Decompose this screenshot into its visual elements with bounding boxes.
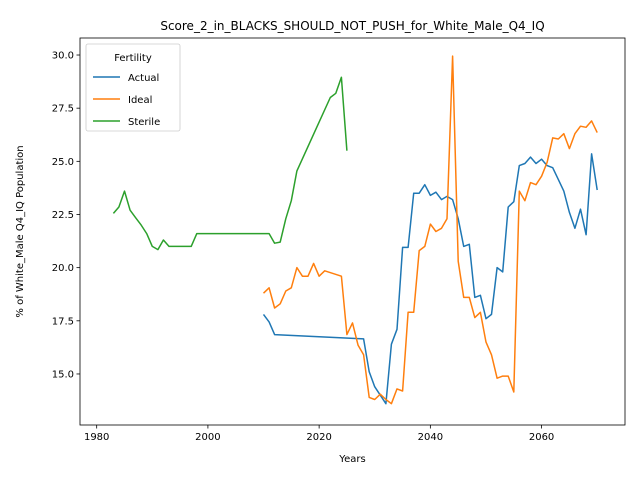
x-tick-label: 2060 <box>529 432 554 443</box>
y-axis: 15.0 17.5 20.0 22.5 25.0 27.5 30.0 <box>52 51 80 380</box>
x-tick-label: 1980 <box>84 432 109 443</box>
x-axis-label: Years <box>338 454 365 465</box>
x-tick-label: 2000 <box>195 432 220 443</box>
plot-frame <box>79 37 626 426</box>
legend-items: Actual Ideal Sterile <box>93 73 160 128</box>
y-tick-label: 22.5 <box>52 210 74 221</box>
y-tick-label: 25.0 <box>52 157 74 168</box>
series-line-sterile <box>112 76 348 251</box>
series-line-ideal <box>262 55 598 405</box>
x-tick-label: 2020 <box>306 432 331 443</box>
y-tick-label: 15.0 <box>52 369 74 380</box>
legend-label-ideal: Ideal <box>128 95 152 106</box>
legend: Fertility Actual Ideal Sterile <box>85 43 181 132</box>
legend-label-sterile: Sterile <box>128 117 160 128</box>
chart-title: Score_2_in_BLACKS_SHOULD_NOT_PUSH_for_Wh… <box>160 19 544 33</box>
legend-box <box>85 43 181 132</box>
legend-title: Fertility <box>114 53 152 64</box>
series-line-actual <box>262 153 598 405</box>
y-tick-label: 27.5 <box>52 104 74 115</box>
x-tick-label: 2040 <box>418 432 443 443</box>
x-axis: 1980 2000 2020 2040 2060 <box>84 425 554 443</box>
series-layer <box>112 55 598 405</box>
y-tick-label: 20.0 <box>52 263 74 274</box>
y-axis-label: % of White_Male Q4_IQ Population <box>15 145 26 317</box>
y-tick-label: 17.5 <box>52 316 74 327</box>
y-tick-label: 30.0 <box>52 51 74 62</box>
legend-label-actual: Actual <box>128 73 159 84</box>
